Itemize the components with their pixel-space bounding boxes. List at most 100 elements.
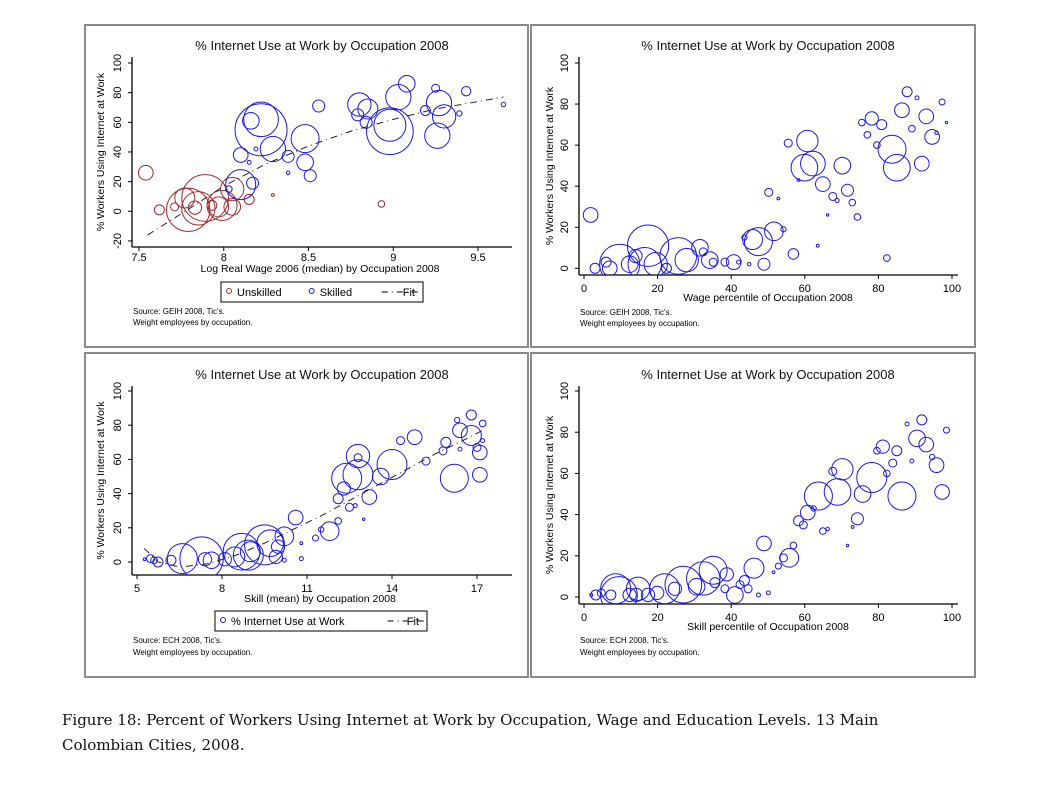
chart-title: % Internet Use at Work by Occupation 200…	[641, 38, 894, 53]
bubble-point	[901, 86, 913, 98]
x-tick-label: 100	[943, 283, 961, 295]
bubble-point	[296, 153, 314, 172]
y-axis-label: % Workers Using Internet at Work	[95, 401, 107, 560]
bubble-point	[667, 581, 683, 596]
bubble-point	[882, 153, 911, 182]
bubble-point	[908, 429, 926, 448]
bubble-point	[757, 257, 771, 271]
bubble-point	[299, 541, 304, 546]
bubble-point	[465, 409, 477, 421]
bubble-point	[814, 176, 831, 192]
y-tick-label: 40	[559, 180, 571, 192]
bubble-point	[600, 256, 612, 268]
bubble-point	[726, 586, 744, 604]
bubble-point	[331, 462, 363, 494]
caption-line-2: Colombian Cities, 2008.	[62, 736, 245, 754]
y-tick-label: 100	[559, 54, 571, 72]
bubble-point	[253, 146, 259, 152]
x-tick-label: 20	[651, 283, 663, 295]
bubble-point	[431, 104, 457, 129]
bubble-point	[224, 546, 246, 568]
bubble-point	[371, 467, 390, 486]
bubble-point	[833, 156, 852, 175]
bubble-point	[500, 101, 507, 108]
x-tick-label: 0	[581, 612, 587, 624]
legend-label: Unskilled	[237, 287, 282, 299]
bubble-point	[743, 227, 773, 257]
bubble-point	[332, 493, 344, 505]
bubble-point	[787, 248, 800, 260]
bubble-point	[845, 543, 850, 548]
bubble-point	[858, 118, 866, 127]
bubble-point	[312, 534, 319, 542]
legend-marker	[308, 288, 315, 294]
bubble-point	[828, 466, 838, 476]
bubble-point	[419, 104, 431, 116]
bubble-point	[831, 458, 854, 481]
bubble-point	[472, 442, 482, 452]
bubble-point	[904, 421, 910, 427]
legend-box	[214, 610, 428, 632]
bubble-point	[166, 543, 198, 575]
bubble-point	[913, 155, 930, 172]
source-note: Weight employees by occupation.	[580, 648, 699, 657]
bubble-point	[217, 552, 232, 567]
bubble-point	[765, 590, 771, 596]
bubble-point	[659, 237, 698, 275]
bubble-point	[376, 449, 408, 481]
figure-caption: Figure 18: Percent of Workers Using Inte…	[62, 708, 1022, 758]
bubble-point	[908, 124, 916, 133]
x-tick-label: 5	[134, 583, 140, 595]
bubble-point	[242, 112, 260, 130]
bubble-point	[366, 107, 414, 156]
source-note: Weight employees by occupation.	[580, 319, 699, 328]
bubble-point	[643, 252, 668, 275]
bubble-point	[270, 539, 286, 554]
bubble-point	[246, 159, 252, 165]
y-axis-label: % Workers Using Internet at Work	[544, 415, 556, 574]
bubble-point	[914, 95, 920, 101]
bubble-point	[361, 489, 378, 505]
series-unskilled	[137, 164, 386, 232]
plot-area	[589, 414, 950, 604]
bubble-point	[181, 174, 229, 222]
bubble-point	[771, 570, 776, 575]
bubble-point	[916, 414, 928, 426]
bubble-point	[137, 164, 154, 181]
x-axis-label: Log Real Wage 2006 (median) by Occupatio…	[201, 263, 440, 275]
bubble-point	[815, 243, 820, 248]
bubble-point	[223, 198, 242, 216]
x-tick-label: 60	[799, 612, 811, 624]
x-tick-label: 7.5	[131, 252, 146, 264]
bubble-point	[888, 458, 898, 468]
fit-line	[147, 96, 504, 236]
y-tick-label: -20	[112, 233, 124, 249]
bubble-point	[863, 131, 872, 139]
chart-panel-3: % Internet Use at Work by Occupation 200…	[84, 352, 529, 678]
bubble-point	[622, 587, 637, 603]
x-tick-label: 8	[221, 252, 227, 264]
bubble-point	[887, 481, 917, 511]
y-tick-label: 0	[112, 559, 124, 565]
bubble-point	[285, 170, 291, 175]
bubble-point	[460, 85, 472, 97]
legend-label: Fit	[403, 287, 415, 299]
y-tick-label: 80	[112, 419, 124, 431]
x-tick-label: 40	[725, 283, 737, 295]
bubble-point	[377, 200, 386, 208]
bubble-point	[605, 589, 617, 601]
bubble-point	[298, 556, 304, 562]
bubble-point	[268, 549, 283, 565]
series-skilled	[225, 74, 507, 201]
bubble-point	[789, 541, 798, 550]
bubble-point	[918, 436, 935, 453]
bubble-point	[660, 262, 672, 274]
bubble-point	[174, 187, 196, 209]
bubble-point	[396, 436, 405, 446]
bubble-point	[424, 122, 451, 149]
bubble-point	[601, 260, 618, 275]
bubble-point	[894, 102, 910, 119]
plot-area	[142, 409, 488, 575]
panel-frame	[530, 352, 976, 678]
bubble-point	[471, 466, 488, 483]
